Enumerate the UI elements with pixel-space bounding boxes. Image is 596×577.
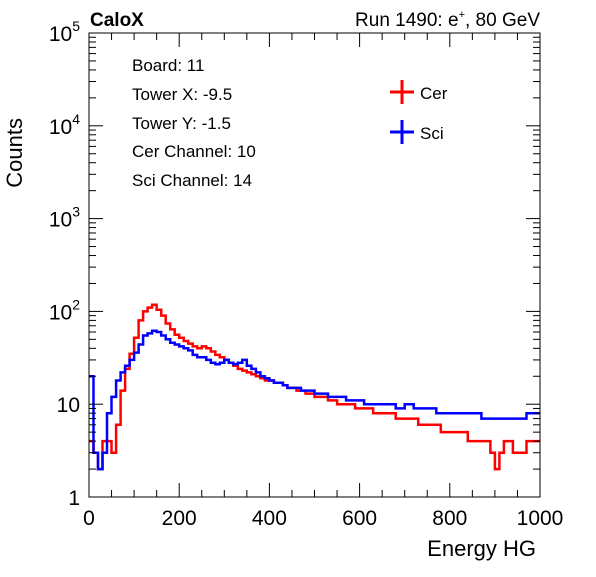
info-line-tower-y: Tower Y: -1.5 [132,114,231,133]
info-line-board: Board: 11 [132,56,204,75]
series-line-sci [89,329,540,471]
plot-frame [88,32,541,498]
y-tick-label: 1 [68,487,80,510]
brand-label: CaloX [90,10,144,31]
y-tick-label: 104 [49,111,80,139]
run-label-prefix: Run 1490: e [355,10,459,31]
x-tick-label: 200 [162,507,197,530]
legend: Cer Sci [390,80,448,144]
x-tick-label: 0 [83,507,95,530]
x-tick-label: 400 [252,507,287,530]
info-box: Board: 11 Tower X: -9.5 Tower Y: -1.5 Ce… [132,56,256,190]
y-tick-label: 102 [49,296,80,324]
y-tick-label: 10 [57,394,80,417]
x-tick-label: 1000 [517,507,564,530]
plot-series [89,303,540,471]
run-label-sup: + [459,9,465,21]
info-line-sci-channel: Sci Channel: 14 [132,171,252,190]
legend-label-sci: Sci [420,124,444,143]
y-tick-label: 105 [49,18,80,46]
info-line-tower-x: Tower X: -9.5 [132,85,232,104]
run-label-suffix: , 80 GeV [465,10,540,31]
info-line-cer-channel: Cer Channel: 10 [132,142,256,161]
x-tick-label: 600 [342,507,377,530]
y-axis-title: Counts [2,118,27,188]
run-label: Run 1490: e+, 80 GeV [355,9,540,31]
x-axis-title: Energy HG [427,536,536,561]
legend-entry-sci: Sci [390,120,444,144]
legend-entry-cer: Cer [390,80,448,104]
y-tick-label: 103 [49,204,80,232]
x-tick-label: 800 [432,507,467,530]
legend-label-cer: Cer [420,84,448,103]
tick-labels: 0 200 400 600 800 1000 1 10 102 103 104 105 [49,18,564,530]
